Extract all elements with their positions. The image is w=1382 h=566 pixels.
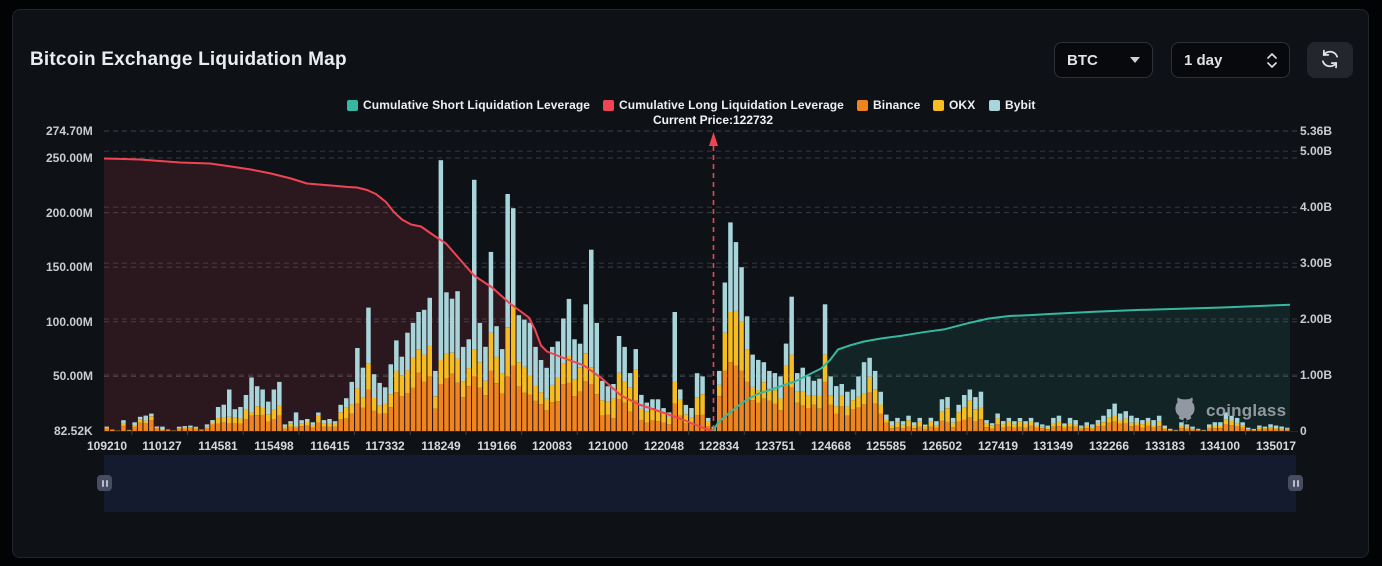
gridlines	[104, 130, 1298, 377]
scrollbar-left-handle[interactable]	[97, 475, 112, 491]
symbol-select[interactable]: BTC	[1054, 42, 1153, 78]
x-axis-label: 132266	[1089, 439, 1130, 453]
legend-swatch	[602, 99, 614, 111]
legend-label: Cumulative Short Liquidation Leverage	[362, 98, 590, 112]
x-axis-label: 120083	[532, 439, 573, 453]
pause-icon	[1292, 479, 1295, 487]
y-axis-left-label: 250.00M	[46, 150, 93, 165]
interval-select[interactable]: 1 day	[1171, 42, 1290, 78]
x-axis-label: 117332	[365, 439, 405, 453]
spinner-arrows-icon	[1267, 52, 1277, 68]
x-axis-label: 115498	[254, 439, 294, 453]
legend-item-cumulative-long-liquidation-leverage[interactable]: Cumulative Long Liquidation Leverage	[602, 98, 844, 112]
x-axis-label: 131349	[1033, 439, 1074, 453]
legend-item-okx[interactable]: OKX	[933, 98, 976, 112]
x-axis-label: 125585	[866, 439, 907, 453]
y-axis-left-label: 200.00M	[46, 205, 93, 220]
pause-icon	[101, 479, 104, 487]
y-axis-right-label: 2.00B	[1300, 312, 1333, 327]
legend-item-binance[interactable]: Binance	[856, 98, 921, 112]
x-axis-label: 110127	[142, 439, 183, 453]
x-axis-label: 109210	[86, 439, 127, 453]
symbol-select-value: BTC	[1067, 51, 1098, 69]
cumulative-line	[712, 303, 1291, 432]
scrollbar-right-handle[interactable]	[1288, 475, 1303, 491]
x-axis-label: 122834	[699, 439, 740, 453]
y-axis-right-label: 4.00B	[1300, 200, 1333, 215]
x-axis-label: 114581	[198, 439, 238, 453]
y-axis-right-label: 5.00B	[1300, 144, 1333, 159]
legend-swatch	[933, 99, 945, 111]
refresh-button[interactable]	[1307, 42, 1353, 78]
legend-item-bybit[interactable]: Bybit	[988, 98, 1036, 112]
pause-icon	[105, 479, 108, 487]
coinglass-watermark-text: coinglass	[1206, 401, 1287, 420]
x-axis-label: 118249	[421, 439, 461, 453]
x-axis-label: 122048	[643, 439, 684, 453]
y-axis-left-label: 50.00M	[52, 369, 93, 384]
y-axis-left-label: 150.00M	[46, 260, 93, 275]
liquidation-bars	[104, 160, 1290, 431]
cumulative-line	[103, 157, 714, 432]
coinglass-logo-icon	[1172, 394, 1198, 428]
y-axis-left-label: 100.00M	[46, 314, 93, 329]
x-axis-label: 121000	[587, 439, 628, 453]
y-axis-left-min: 82.52K	[54, 424, 93, 438]
y-axis-right-min: 0	[1300, 424, 1307, 438]
x-axis-label: 133183	[1144, 439, 1185, 453]
legend-swatch	[346, 99, 358, 111]
cumulative-area	[104, 158, 714, 431]
legend-swatch	[988, 99, 1000, 111]
y-axis-right-label: 1.00B	[1300, 368, 1333, 383]
current-price-label: Current Price:122732	[653, 113, 774, 127]
x-axis-label: 116415	[309, 439, 350, 453]
chart-legend: Cumulative Short Liquidation Leverage Cum…	[0, 98, 1382, 112]
x-axis-label: 124668	[810, 439, 851, 453]
legend-label: Bybit	[1004, 98, 1036, 112]
x-axis-label: 134100	[1200, 439, 1241, 453]
legend-label: OKX	[949, 98, 976, 112]
legend-label: Cumulative Long Liquidation Leverage	[618, 98, 844, 112]
x-axis-label: 123751	[754, 439, 795, 453]
pause-icon	[1296, 479, 1299, 487]
legend-swatch	[856, 99, 868, 111]
legend-label: Binance	[872, 98, 921, 112]
y-axis-right-label: 3.00B	[1300, 256, 1333, 271]
chart-scrollbar[interactable]	[97, 455, 1303, 512]
y-axis-left-max: 274.70M	[46, 124, 93, 138]
interval-select-value: 1 day	[1184, 51, 1223, 69]
current-price-arrow-icon	[708, 132, 718, 146]
y-axis-right-max: 5.36B	[1300, 124, 1333, 138]
chevron-down-icon	[1130, 57, 1140, 63]
x-axis-label: 126502	[921, 439, 963, 453]
legend-item-cumulative-short-liquidation-leverage[interactable]: Cumulative Short Liquidation Leverage	[346, 98, 590, 112]
x-axis-label: 135017	[1256, 439, 1297, 453]
x-axis-label: 119166	[476, 439, 517, 453]
refresh-icon	[1319, 48, 1341, 73]
x-axis-label: 127419	[977, 439, 1018, 453]
page-title: Bitcoin Exchange Liquidation Map	[30, 49, 347, 70]
coinglass-watermark: coinglass	[1172, 394, 1286, 428]
